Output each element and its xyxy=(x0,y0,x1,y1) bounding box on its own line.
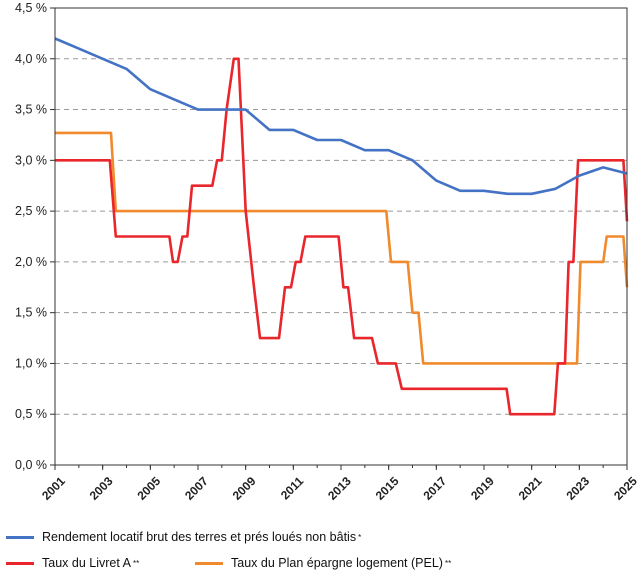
y-tick-label: 2,5 % xyxy=(15,204,47,218)
series-line-pel xyxy=(55,131,629,365)
y-tick-label: 1,0 % xyxy=(15,356,47,370)
x-tick-label: 2009 xyxy=(230,474,259,503)
legend-note-livret-a: ** xyxy=(132,558,140,568)
y-tick-label: 0,0 % xyxy=(15,458,47,472)
plot-frame xyxy=(54,7,628,466)
legend-item-livret-a: Taux du Livret A ** xyxy=(6,556,139,570)
legend-item-pel: Taux du Plan épargne logement (PEL) ** xyxy=(195,556,451,570)
x-tick-label: 2021 xyxy=(516,474,545,503)
legend-swatch-rendement xyxy=(6,535,34,539)
y-axis: 0,0 % 0,5 % 1,0 % 1,5 % 2,0 % 2,5 % 3,0 % 3,5 %… xyxy=(15,1,55,472)
y-tick-label: 4,5 % xyxy=(15,1,47,15)
x-tick-label: 2007 xyxy=(182,474,211,503)
y-tick-label: 0,5 % xyxy=(15,407,47,421)
legend-note-rendement: * xyxy=(358,532,362,542)
legend: Rendement locatif brut des terres et pré… xyxy=(0,520,637,576)
legend-label-pel: Taux du Plan épargne logement (PEL) xyxy=(231,556,443,570)
x-axis: 2001 2003 2005 2007 2009 2011 2013 2015 2017 2019… xyxy=(39,465,637,503)
x-tick-label: 2025 xyxy=(611,474,637,503)
x-tick-label: 2001 xyxy=(39,474,68,503)
x-tick-label: 2023 xyxy=(563,474,592,503)
line-chart: 0,0 % 0,5 % 1,0 % 1,5 % 2,0 % 2,5 % 3,0 % 3,5 %… xyxy=(15,1,637,503)
series-line-rendement xyxy=(54,37,628,196)
legend-item-rendement: Rendement locatif brut des terres et pré… xyxy=(6,530,361,544)
x-tick-label: 2011 xyxy=(278,474,307,503)
x-tick-label: 2015 xyxy=(373,474,402,503)
series-lines xyxy=(54,37,629,416)
legend-swatch-livret-a xyxy=(6,561,34,565)
x-tick-label: 2013 xyxy=(325,474,354,503)
x-tick-label: 2017 xyxy=(420,474,449,503)
legend-note-pel: ** xyxy=(444,558,452,568)
y-tick-label: 4,0 % xyxy=(15,52,47,66)
legend-label-livret-a: Taux du Livret A xyxy=(42,556,131,570)
x-tick-label: 2019 xyxy=(468,474,497,503)
legend-swatch-pel xyxy=(195,561,223,565)
y-tick-label: 3,0 % xyxy=(15,153,47,167)
series-line-livret-a xyxy=(55,57,629,416)
x-tick-label: 2005 xyxy=(134,474,163,503)
legend-label-rendement: Rendement locatif brut des terres et pré… xyxy=(42,530,357,544)
y-tick-label: 2,0 % xyxy=(15,255,47,269)
x-tick-label: 2003 xyxy=(87,474,116,503)
y-tick-label: 1,5 % xyxy=(15,306,47,320)
y-tick-label: 3,5 % xyxy=(15,103,47,117)
